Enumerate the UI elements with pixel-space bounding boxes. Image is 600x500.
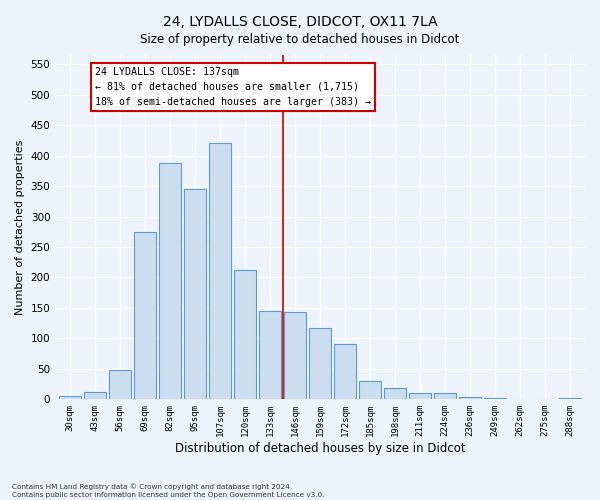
Bar	[259, 311, 281, 400]
Bar	[209, 144, 232, 400]
Text: Size of property relative to detached houses in Didcot: Size of property relative to detached ho…	[140, 32, 460, 46]
Bar	[434, 393, 456, 400]
Bar	[409, 393, 431, 400]
Bar	[559, 398, 581, 400]
Bar	[284, 312, 307, 400]
Bar	[309, 328, 331, 400]
Bar	[384, 388, 406, 400]
Bar	[84, 392, 106, 400]
Text: 24, LYDALLS CLOSE, DIDCOT, OX11 7LA: 24, LYDALLS CLOSE, DIDCOT, OX11 7LA	[163, 15, 437, 29]
Bar	[134, 232, 157, 400]
Bar	[459, 397, 481, 400]
Bar	[484, 398, 506, 400]
Bar	[234, 270, 256, 400]
Bar	[359, 381, 382, 400]
X-axis label: Distribution of detached houses by size in Didcot: Distribution of detached houses by size …	[175, 442, 466, 455]
Text: Contains HM Land Registry data © Crown copyright and database right 2024.
Contai: Contains HM Land Registry data © Crown c…	[12, 484, 325, 498]
Bar	[159, 163, 181, 400]
Bar	[109, 370, 131, 400]
Y-axis label: Number of detached properties: Number of detached properties	[15, 140, 25, 315]
Bar	[59, 396, 82, 400]
Text: 24 LYDALLS CLOSE: 137sqm
← 81% of detached houses are smaller (1,715)
18% of sem: 24 LYDALLS CLOSE: 137sqm ← 81% of detach…	[95, 67, 371, 107]
Bar	[184, 189, 206, 400]
Bar	[334, 344, 356, 400]
